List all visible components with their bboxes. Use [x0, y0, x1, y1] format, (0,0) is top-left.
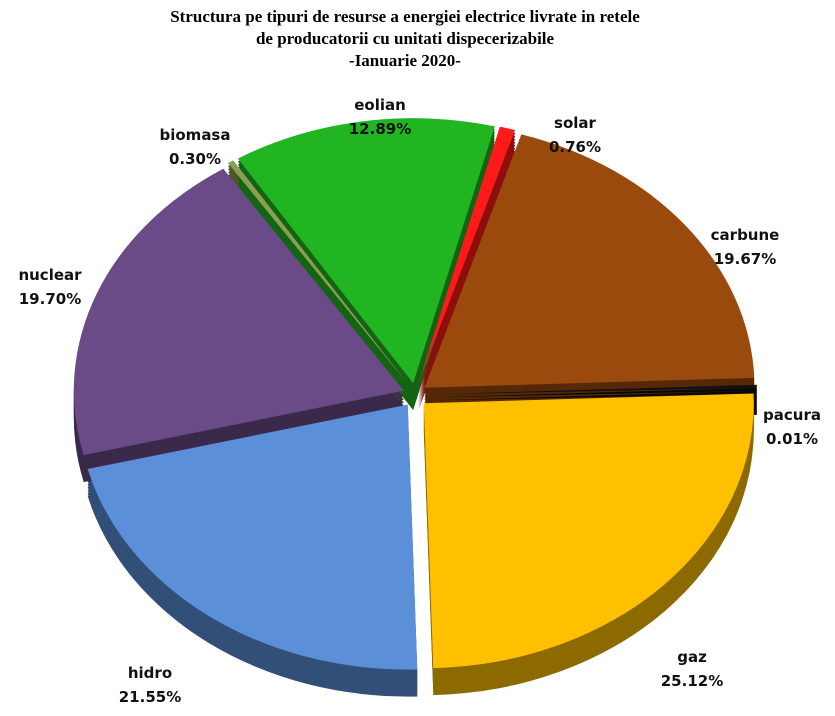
chart-title: de producatorii cu unitati dispecerizabi… [256, 29, 555, 48]
slice-value-label: 0.76% [549, 138, 601, 156]
slice [426, 384, 757, 395]
slice-side [418, 147, 516, 405]
slice-value-label: 0.01% [766, 430, 818, 448]
slice-side [418, 129, 516, 387]
slice-value-label: 0.30% [169, 150, 221, 168]
slice [418, 126, 516, 384]
slice [423, 393, 754, 669]
slice-side [418, 141, 516, 399]
slice [237, 118, 495, 384]
slice-value-label: 19.70% [19, 290, 81, 308]
slice [73, 168, 404, 456]
slice-side [426, 387, 757, 398]
slice-value-label: 12.89% [349, 120, 411, 138]
slice-label: carbune [711, 226, 780, 244]
slice-side [418, 132, 516, 390]
slice [87, 404, 418, 670]
slice-label: gaz [677, 648, 707, 666]
slice-label: biomasa [160, 126, 231, 144]
slice-label: solar [554, 114, 596, 132]
chart-title: Structura pe tipuri de resurse a energie… [170, 7, 640, 26]
slice-label: nuclear [18, 266, 82, 284]
slice-value-label: 25.12% [661, 672, 723, 690]
slice-label: pacura [763, 406, 821, 424]
slice-value-label: 19.67% [714, 250, 776, 268]
slice-side [418, 138, 516, 396]
slice-side [426, 390, 757, 401]
chart-title: -Ianuarie 2020- [349, 51, 461, 70]
slice [424, 134, 755, 388]
slice-label: eolian [354, 96, 406, 114]
slice-side [418, 135, 516, 393]
slice-label: hidro [128, 664, 172, 682]
slice-side [418, 144, 516, 402]
slice [228, 160, 409, 385]
slice-value-label: 21.55% [119, 688, 181, 706]
